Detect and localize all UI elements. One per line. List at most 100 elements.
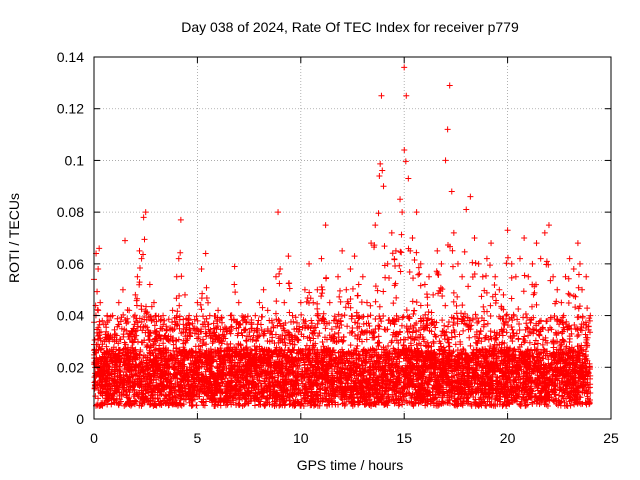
y-tick-labels: 0 0.02 0.04 0.06 0.08 0.1 0.12 0.14 xyxy=(57,49,84,427)
roti-point xyxy=(450,229,457,236)
roti-point xyxy=(401,64,408,71)
roti-point xyxy=(566,255,573,262)
roti-point xyxy=(115,299,122,306)
roti-point xyxy=(138,255,145,262)
roti-point xyxy=(190,325,197,332)
x-tick-label: 0 xyxy=(90,430,98,446)
roti-point xyxy=(285,253,292,260)
roti-point xyxy=(326,299,333,306)
roti-point xyxy=(289,312,296,319)
roti-point xyxy=(347,266,354,273)
roti-point xyxy=(483,255,490,262)
roti-point xyxy=(109,312,116,319)
roti-point xyxy=(126,307,133,314)
roti-point xyxy=(574,240,581,247)
roti-point xyxy=(504,227,511,234)
roti-point xyxy=(448,188,455,195)
roti-point xyxy=(537,255,544,262)
roti-point xyxy=(576,260,583,267)
roti-point xyxy=(570,266,577,273)
y-axis-label: ROTI / TECUs xyxy=(6,193,22,283)
roti-point xyxy=(194,299,201,306)
roti-point xyxy=(122,237,129,244)
plot-frame xyxy=(93,56,612,420)
roti-point xyxy=(471,235,478,241)
roti-point xyxy=(161,317,168,324)
roti-point xyxy=(157,325,164,332)
roti-point xyxy=(219,338,226,345)
roti-point xyxy=(434,247,441,254)
data-points-dense xyxy=(91,147,594,410)
roti-point xyxy=(380,183,387,190)
roti-point xyxy=(409,235,416,241)
roti-point xyxy=(206,312,213,319)
roti-point xyxy=(517,255,524,262)
roti-point xyxy=(550,273,557,280)
roti-point xyxy=(239,317,246,324)
roti-point xyxy=(430,291,437,298)
y-tick-label: 0 xyxy=(76,411,84,427)
chart-title: Day 038 of 2024, Rate Of TEC Index for r… xyxy=(181,19,519,35)
roti-point xyxy=(105,351,112,358)
roti-point xyxy=(186,312,193,319)
roti-point xyxy=(277,266,284,273)
roti-point xyxy=(260,286,267,293)
roti-point xyxy=(545,222,552,229)
y-tick-label: 0.12 xyxy=(57,101,84,117)
roti-point xyxy=(314,286,321,293)
roti-point xyxy=(403,92,410,99)
roti-point xyxy=(417,260,424,267)
roti-point xyxy=(479,273,486,280)
roti-point xyxy=(397,196,404,203)
roti-point xyxy=(297,299,304,306)
roti-point xyxy=(355,281,362,288)
roti-point xyxy=(101,338,108,345)
roti-point xyxy=(579,286,586,293)
roti-point xyxy=(134,273,141,280)
roti-point xyxy=(103,343,110,350)
roti-point xyxy=(351,253,358,260)
roti-point xyxy=(388,229,395,236)
roti-point xyxy=(322,222,329,229)
roti-point xyxy=(442,157,449,164)
roti-point xyxy=(150,299,157,306)
roti-point xyxy=(173,273,180,280)
roti-point xyxy=(558,299,565,306)
axis-ticks xyxy=(93,56,612,420)
roti-point xyxy=(363,299,370,306)
roti-cloud xyxy=(91,147,594,410)
roti-point xyxy=(496,286,503,293)
y-tick-label: 0.08 xyxy=(57,204,84,220)
roti-point xyxy=(310,299,317,306)
roti-point xyxy=(97,299,104,306)
roti-point xyxy=(169,307,176,314)
roti-point xyxy=(554,286,561,293)
roti-point xyxy=(107,333,114,340)
roti-point xyxy=(119,286,126,293)
roti-point xyxy=(529,260,536,267)
y-tick-label: 0.02 xyxy=(57,359,84,375)
roti-point xyxy=(202,250,209,257)
roti-point xyxy=(235,299,242,306)
roti-point xyxy=(272,273,279,280)
roti-point xyxy=(301,286,308,293)
y-tick-label: 0.06 xyxy=(57,256,84,272)
roti-point xyxy=(256,299,263,306)
roti-point xyxy=(136,247,143,254)
roti-point xyxy=(426,273,433,280)
roti-point xyxy=(488,240,495,247)
roti-point xyxy=(376,172,383,179)
roti-point xyxy=(463,206,470,213)
roti-point xyxy=(512,273,519,280)
x-tick-label: 25 xyxy=(603,430,619,446)
roti-point xyxy=(99,317,106,324)
roti-point xyxy=(227,312,234,319)
roti-point xyxy=(438,260,445,267)
roti-point xyxy=(130,325,137,332)
roti-point xyxy=(223,325,230,332)
roti-point xyxy=(467,193,474,200)
roti-point xyxy=(215,307,222,314)
roti-point xyxy=(368,240,375,247)
roti-point xyxy=(181,291,188,298)
roti-point xyxy=(454,260,461,267)
